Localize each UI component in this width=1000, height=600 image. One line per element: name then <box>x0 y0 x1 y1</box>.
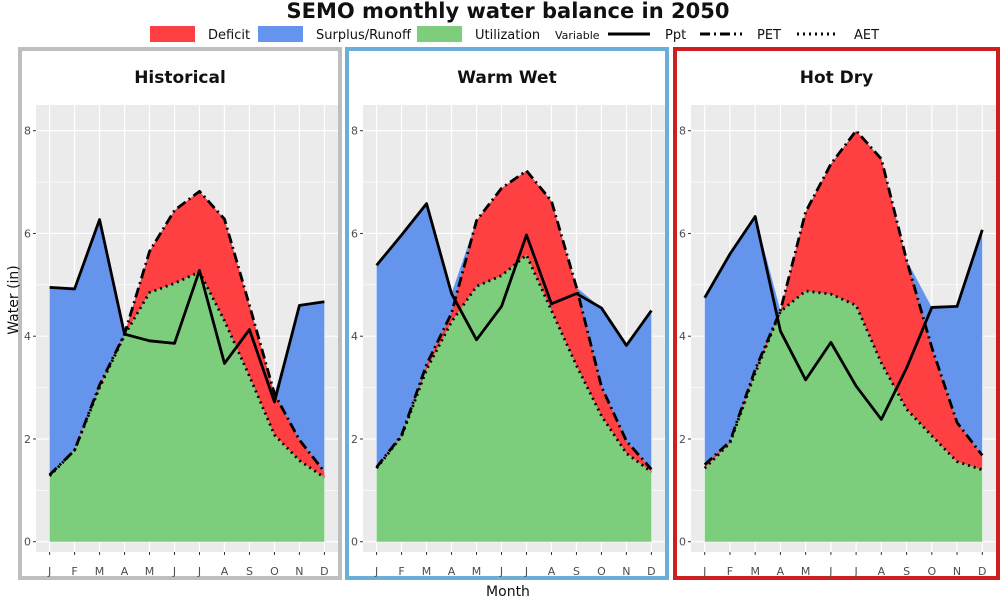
x-tick-label: S <box>903 565 910 578</box>
y-tick-label: 0 <box>24 536 31 549</box>
panels: Historical 0 2 4 6 8 J F M A M J J A S O N D Warm Wet 0 2 4 6 8… <box>18 47 1000 580</box>
x-tick-label: F <box>71 565 77 578</box>
x-tick-label: J <box>828 565 832 578</box>
legend-swatch-utilization <box>417 26 462 42</box>
aet-line <box>375 253 653 473</box>
legend-label-pet: PET <box>757 28 781 43</box>
y-tick-label: 4 <box>24 330 31 343</box>
x-tick-label: D <box>320 565 328 578</box>
panel-title: Warm Wet <box>457 68 556 88</box>
x-tick-label: O <box>270 565 279 578</box>
y-tick-label: 0 <box>679 536 686 549</box>
pet-line <box>48 189 326 476</box>
legend-label-aet: AET <box>854 28 879 43</box>
legend-swatch-surplus <box>258 26 303 42</box>
x-tick-label: N <box>953 565 961 578</box>
y-tick-label: 6 <box>351 227 358 240</box>
x-tick-label: J <box>702 565 706 578</box>
x-tick-label: J <box>47 565 51 578</box>
deficit-area <box>704 130 983 470</box>
legend-label-ppt: Ppt <box>665 28 686 43</box>
x-tick-label: A <box>121 565 129 578</box>
x-tick-label: N <box>295 565 303 578</box>
x-tick-label: D <box>978 565 986 578</box>
x-tick-label: M <box>750 565 760 578</box>
x-tick-label: J <box>197 565 201 578</box>
y-tick-label: 2 <box>351 433 358 446</box>
y-tick-label: 8 <box>24 125 31 138</box>
x-tick-label: M <box>801 565 811 578</box>
x-tick-label: D <box>647 565 655 578</box>
x-tick-label: A <box>448 565 456 578</box>
x-tick-label: F <box>727 565 733 578</box>
ppt-line <box>703 215 984 421</box>
x-tick-label: J <box>524 565 528 578</box>
y-axis-label: Water (in) <box>6 265 22 335</box>
panel-0: Historical 0 2 4 6 8 J F M A M J J A S O N D <box>18 47 342 580</box>
x-tick-label: N <box>622 565 630 578</box>
x-tick-label: O <box>927 565 936 578</box>
aet-line <box>703 289 983 472</box>
y-tick-label: 2 <box>24 433 31 446</box>
legend-variable-title: Variable <box>555 29 600 42</box>
legend: Deficit Surplus/Runoff Utilization Variable… <box>150 26 879 43</box>
ppt-line <box>375 202 653 347</box>
legend-label-surplus: Surplus/Runoff <box>316 28 412 43</box>
panel-title: Historical <box>134 68 226 88</box>
panel-2: Hot Dry 0 2 4 6 8 J F M A M J J A S O N D <box>673 47 1000 580</box>
ppt-line <box>49 218 325 404</box>
deficit-area <box>49 191 325 478</box>
y-tick-label: 6 <box>24 227 31 240</box>
x-tick-label: M <box>472 565 482 578</box>
x-tick-label: F <box>398 565 404 578</box>
legend-label-utilization: Utilization <box>475 28 540 43</box>
x-tick-label: J <box>172 565 176 578</box>
x-tick-label: M <box>422 565 432 578</box>
pet-line <box>375 169 653 471</box>
y-tick-label: 4 <box>679 330 686 343</box>
panel-title: Hot Dry <box>800 68 874 88</box>
x-tick-label: M <box>145 565 155 578</box>
x-tick-label: A <box>221 565 229 578</box>
panel-1: Warm Wet 0 2 4 6 8 J F M A M J J A S O N D <box>345 47 669 580</box>
legend-swatch-deficit <box>150 26 195 42</box>
legend-label-deficit: Deficit <box>208 28 250 43</box>
x-tick-label: S <box>246 565 253 578</box>
y-tick-label: 6 <box>679 227 686 240</box>
y-tick-label: 0 <box>351 536 358 549</box>
x-tick-label: J <box>499 565 503 578</box>
x-tick-label: A <box>878 565 886 578</box>
utilization-area <box>49 271 325 542</box>
x-tick-label: A <box>548 565 556 578</box>
x-tick-label: J <box>853 565 857 578</box>
utilization-area <box>376 255 652 542</box>
figure-title: SEMO monthly water balance in 2050 <box>287 0 730 23</box>
aet-line <box>48 270 326 479</box>
x-axis-label: Month <box>486 584 530 600</box>
deficit-area <box>376 170 652 472</box>
y-tick-label: 4 <box>351 330 358 343</box>
x-tick-label: O <box>597 565 606 578</box>
utilization-area <box>704 290 983 542</box>
y-tick-label: 8 <box>679 125 686 138</box>
x-tick-label: A <box>777 565 785 578</box>
y-tick-label: 8 <box>351 125 358 138</box>
x-tick-label: M <box>95 565 105 578</box>
x-tick-label: S <box>573 565 580 578</box>
x-tick-label: J <box>374 565 378 578</box>
y-tick-label: 2 <box>679 433 686 446</box>
